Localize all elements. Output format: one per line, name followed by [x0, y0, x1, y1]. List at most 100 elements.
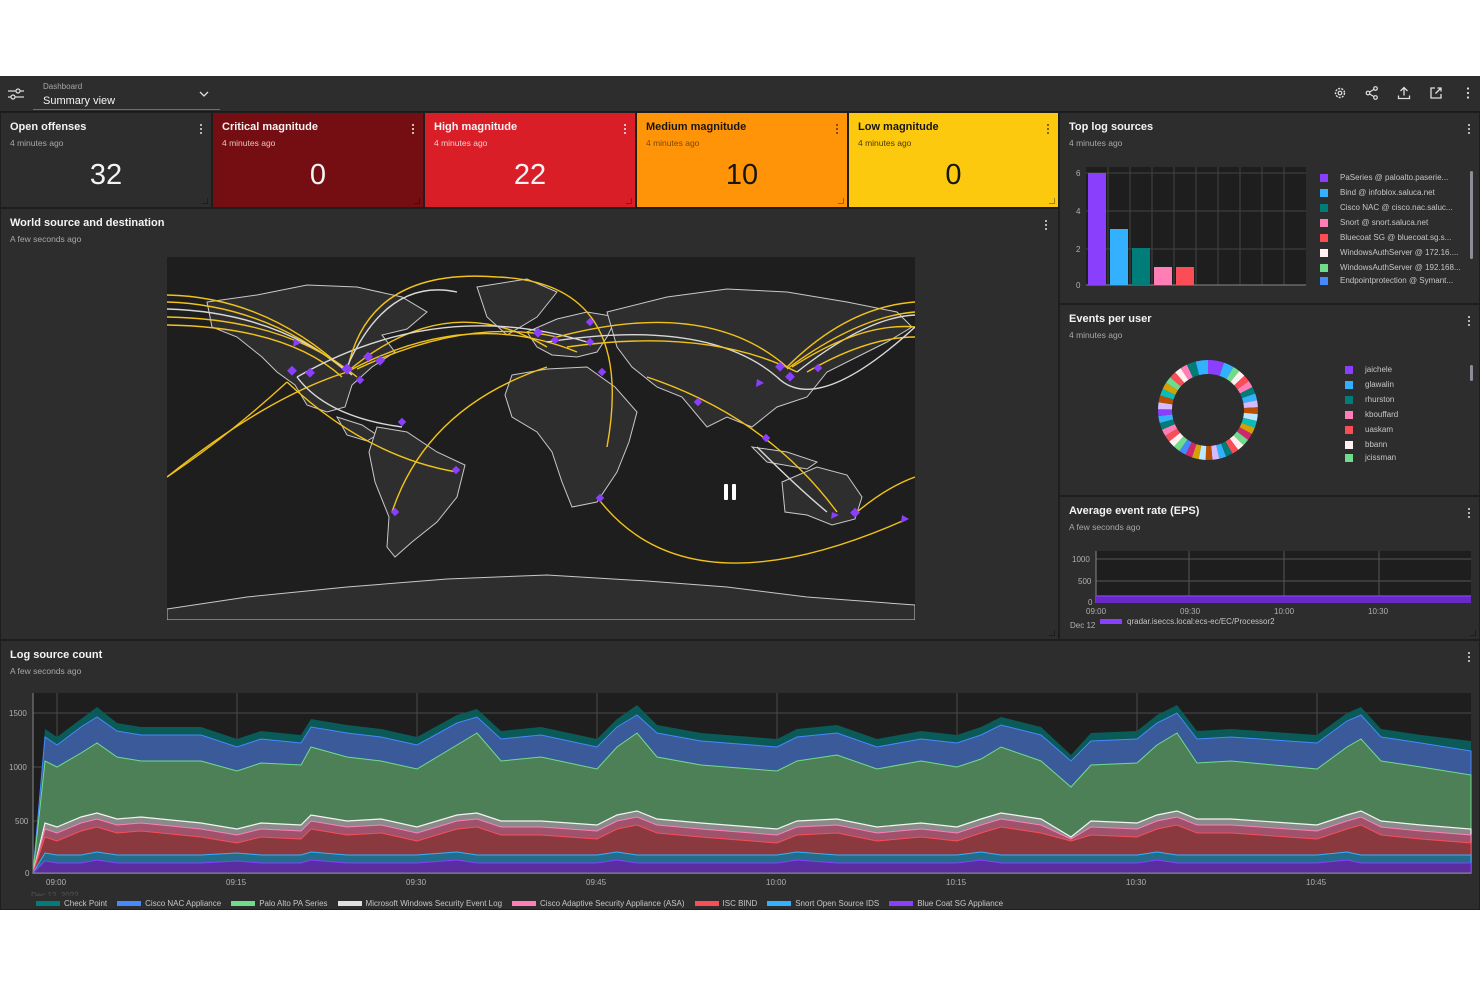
export-icon[interactable]	[1396, 85, 1412, 101]
legend-label: Endpointprotection @ Symant...	[1340, 276, 1454, 285]
tile-timestamp: 4 minutes ago	[10, 138, 64, 148]
filter-settings-icon[interactable]	[6, 85, 26, 103]
svg-text:2: 2	[1076, 245, 1081, 254]
date-label: Dec 12	[1070, 621, 1096, 630]
legend-item[interactable]: WindowsAuthServer @ 172.16....	[1320, 248, 1458, 257]
legend-label: Check Point	[64, 899, 108, 908]
launch-icon[interactable]	[1428, 85, 1444, 101]
gear-icon[interactable]	[1332, 85, 1348, 101]
top-bar: Dashboard Summary view	[0, 76, 1480, 112]
tile-high-magnitude[interactable]: High magnitude 4 minutes ago 22	[424, 112, 636, 208]
legend-item-clipped[interactable]: jcissman	[1345, 453, 1396, 462]
dashboard-app: Dashboard Summary view	[0, 76, 1480, 910]
overflow-menu-icon[interactable]	[1467, 651, 1471, 663]
world-map-canvas	[166, 275, 916, 621]
resize-handle[interactable]	[1049, 630, 1055, 636]
legend-item[interactable]: Snort @ snort.saluca.net	[1320, 218, 1428, 227]
tile-low-magnitude[interactable]: Low magnitude 4 minutes ago 0	[848, 112, 1059, 208]
pause-icon[interactable]	[723, 483, 737, 501]
tile-world-map[interactable]: World source and destination A few secon…	[0, 208, 1059, 640]
legend-item[interactable]: jaichele	[1345, 365, 1392, 374]
legend-item[interactable]: rhurston	[1345, 395, 1394, 404]
tile-top-log-sources[interactable]: Top log sources 4 minutes ago 6 4 2 0 PaSer…	[1059, 112, 1480, 304]
svg-text:1500: 1500	[9, 709, 27, 718]
overflow-menu-icon[interactable]	[1046, 123, 1050, 135]
legend-item[interactable]: Blue Coat SG Appliance	[889, 899, 1003, 908]
tile-average-event-rate[interactable]: Average event rate (EPS) A few seconds a…	[1059, 496, 1480, 640]
legend-item[interactable]: Bind @ infoblox.saluca.net	[1320, 188, 1435, 197]
svg-text:0: 0	[1088, 598, 1093, 607]
share-icon[interactable]	[1364, 85, 1380, 101]
tile-timestamp: 4 minutes ago	[434, 138, 488, 148]
tile-critical-magnitude[interactable]: Critical magnitude 4 minutes ago 0	[212, 112, 424, 208]
legend-swatch	[1100, 619, 1122, 624]
legend-scrollbar[interactable]	[1470, 171, 1473, 259]
tile-medium-magnitude[interactable]: Medium magnitude 4 minutes ago 10	[636, 112, 848, 208]
legend-item[interactable]: kbouffard	[1345, 410, 1398, 419]
legend-label: Cisco NAC @ cisco.nac.saluc...	[1340, 203, 1453, 212]
overflow-menu-icon[interactable]	[1044, 219, 1048, 231]
tile-log-source-count[interactable]: Log source count A few seconds ago 1500 1…	[0, 640, 1480, 910]
overflow-menu-icon[interactable]	[199, 123, 203, 135]
legend-item[interactable]: Bluecoat SG @ bluecoat.sg.s...	[1320, 233, 1451, 242]
legend-label: bbann	[1365, 440, 1388, 449]
resize-handle[interactable]	[838, 198, 844, 204]
legend-swatch	[1320, 276, 1328, 285]
legend-label: uaskam	[1365, 425, 1394, 434]
overflow-menu-icon[interactable]	[1467, 507, 1471, 519]
resize-handle[interactable]	[414, 198, 420, 204]
legend-label: kbouffard	[1365, 410, 1399, 419]
legend-swatch	[1320, 263, 1328, 272]
legend-item[interactable]: Snort Open Source IDS	[767, 899, 879, 908]
resize-handle[interactable]	[1049, 198, 1055, 204]
overflow-menu-icon[interactable]	[1460, 85, 1476, 101]
legend-swatch	[1320, 218, 1328, 227]
legend-item[interactable]: ISC BIND	[694, 899, 757, 908]
legend-item-clipped[interactable]: Endpointprotection @ Symant...	[1320, 276, 1453, 285]
legend-item[interactable]: Cisco Adaptive Security Appliance (ASA)	[512, 899, 685, 908]
legend-item[interactable]: bbann	[1345, 440, 1387, 449]
legend-label: PaSeries @ paloalto.paserie...	[1340, 173, 1449, 182]
legend-swatch	[1320, 173, 1328, 182]
dashboard-select-value: Summary view	[43, 95, 116, 107]
legend-item[interactable]: WindowsAuthServer @ 192.168...	[1320, 263, 1461, 272]
overflow-menu-icon[interactable]	[623, 123, 627, 135]
legend-item[interactable]: Palo Alto PA Series	[231, 899, 328, 908]
legend-item[interactable]: PaSeries @ paloalto.paserie...	[1320, 173, 1448, 182]
tile-events-per-user[interactable]: Events per user 4 minutes ago	[1059, 304, 1480, 496]
svg-text:10:30: 10:30	[1126, 878, 1147, 887]
resize-handle[interactable]	[1470, 630, 1476, 636]
tile-title: Log source count	[10, 649, 103, 661]
tile-open-offenses[interactable]: Open offenses 4 minutes ago 32	[0, 112, 212, 208]
top-log-sources-bar-chart: 6 4 2 0	[1076, 167, 1306, 290]
overflow-menu-icon[interactable]	[411, 123, 415, 135]
resize-handle[interactable]	[202, 198, 208, 204]
overflow-menu-icon[interactable]	[1467, 315, 1471, 327]
svg-text:09:30: 09:30	[1180, 607, 1201, 616]
legend-scrollbar[interactable]	[1470, 365, 1473, 381]
continent-africa	[504, 366, 638, 508]
svg-text:09:30: 09:30	[406, 878, 427, 887]
legend-item[interactable]: Cisco NAC @ cisco.nac.saluc...	[1320, 203, 1453, 212]
legend-item[interactable]: Cisco NAC Appliance	[117, 899, 221, 908]
overflow-menu-icon[interactable]	[835, 123, 839, 135]
legend-swatch	[1345, 395, 1353, 404]
legend-swatch	[1345, 453, 1353, 462]
world-map[interactable]	[166, 257, 916, 621]
log-source-count-stacked-area-chart: 1500 1000 500 0 09:00 09:15 09:30 09:45 10:00 1…	[9, 693, 1472, 887]
dashboard-select[interactable]: Dashboard Summary view	[33, 79, 220, 110]
overflow-menu-icon[interactable]	[1467, 123, 1471, 135]
legend-swatch	[1345, 365, 1353, 374]
legend-item[interactable]: Check Point	[36, 899, 107, 908]
resize-handle[interactable]	[626, 198, 632, 204]
legend-item[interactable]: glawalin	[1345, 380, 1394, 389]
legend-item[interactable]: uaskam	[1345, 425, 1393, 434]
legend-label: Blue Coat SG Appliance	[917, 899, 1004, 908]
continent-australia	[781, 466, 863, 526]
tile-title: Medium magnitude	[646, 121, 747, 133]
svg-text:10:00: 10:00	[766, 878, 787, 887]
svg-text:09:00: 09:00	[46, 878, 67, 887]
legend-item[interactable]: Microsoft Windows Security Event Log	[337, 899, 502, 908]
legend-item[interactable]: qradar.iseccs.local:ecs-ec/EC/Processor2	[1100, 617, 1275, 626]
continent-north-america	[206, 284, 428, 413]
